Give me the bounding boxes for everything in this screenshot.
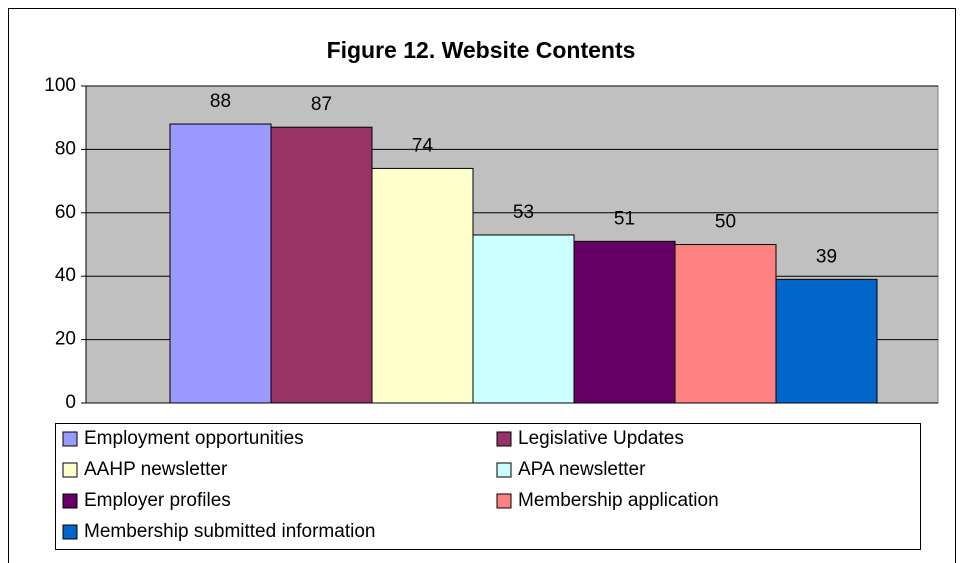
y-tick-label: 80 xyxy=(55,138,76,159)
chart-title: Figure 12. Website Contents xyxy=(327,37,636,63)
legend-swatch xyxy=(62,431,78,447)
data-label: 53 xyxy=(513,202,534,223)
legend-label: APA newsletter xyxy=(518,459,646,480)
legend-label: Membership application xyxy=(518,490,719,511)
bar xyxy=(169,123,272,404)
data-label: 51 xyxy=(614,208,635,229)
legend-label: Employer profiles xyxy=(84,490,231,511)
data-label: 88 xyxy=(210,91,231,112)
y-tick-label: 60 xyxy=(55,202,76,223)
legend-swatch xyxy=(496,431,512,447)
legend-swatch xyxy=(496,462,512,478)
legend-label: Employment opportunities xyxy=(84,428,304,449)
legend-swatch xyxy=(62,524,78,540)
y-tick-label: 20 xyxy=(55,329,76,350)
legend-box xyxy=(55,423,921,550)
legend-label: Membership submitted information xyxy=(84,521,375,542)
legend-swatch xyxy=(62,462,78,478)
y-tick-label: 40 xyxy=(55,265,76,286)
data-label: 50 xyxy=(715,212,736,233)
bar xyxy=(775,278,878,404)
legend-swatch xyxy=(496,493,512,509)
y-tick-label: 0 xyxy=(65,392,76,413)
bar xyxy=(674,244,777,404)
legend-label: AAHP newsletter xyxy=(84,459,228,480)
bar xyxy=(573,240,676,404)
legend-swatch xyxy=(62,493,78,509)
bar xyxy=(270,126,373,404)
data-label: 39 xyxy=(816,246,837,267)
bar xyxy=(472,234,575,404)
y-tick-label: 100 xyxy=(44,75,76,96)
legend-label: Legislative Updates xyxy=(518,428,684,449)
data-label: 74 xyxy=(412,135,434,156)
bar xyxy=(371,167,474,404)
data-label: 87 xyxy=(311,94,332,115)
